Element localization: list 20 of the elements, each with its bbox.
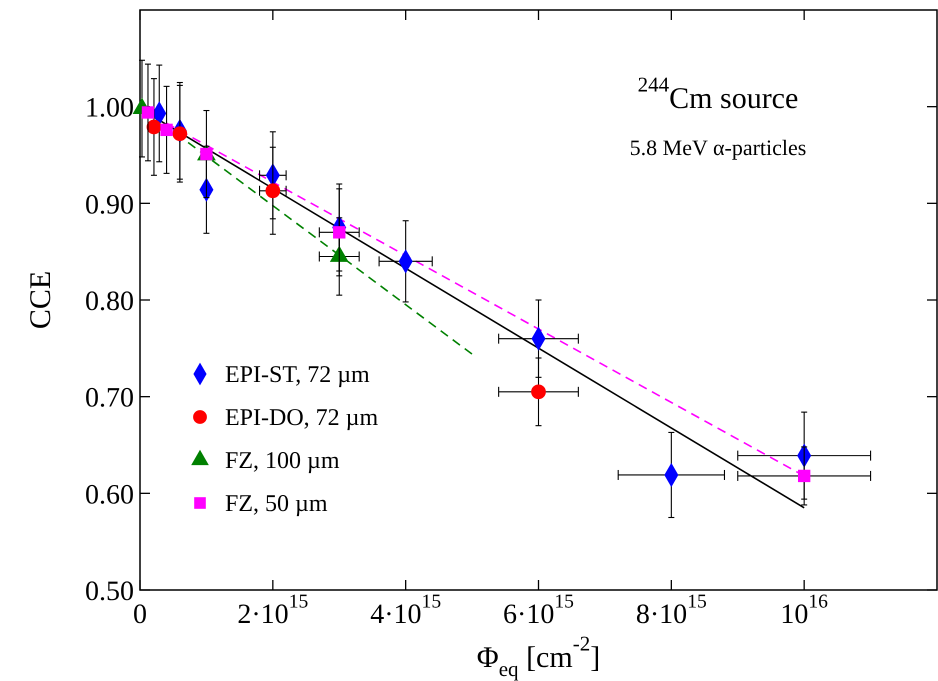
- annotation: $^{244}$Cm source: [638, 72, 798, 115]
- y-tick-label: 0.60: [85, 479, 134, 510]
- x-tick-label: 8·10$^{15}$: [636, 592, 707, 630]
- x-tick-label: 2·10$^{15}$: [237, 592, 308, 630]
- legend-label: FZ, 50 µm: [225, 491, 328, 517]
- x-tick-label: 10$^{16}$: [780, 592, 828, 630]
- x-tick-label: 6·10$^{15}$: [503, 592, 574, 630]
- x-tick-label: 0: [133, 599, 147, 630]
- y-tick-label: 0.90: [85, 189, 134, 220]
- y-tick-label: 0.70: [85, 382, 134, 414]
- x-tick-label: 4·10$^{15}$: [370, 592, 442, 630]
- y-tick-label: 0.50: [85, 576, 134, 607]
- y-axis-title: CCE: [24, 270, 57, 330]
- annotation: 5.8 MeV α-particles: [630, 135, 806, 160]
- x-axis-title: Φ$_{eq}$ [cm$^{-2}$]: [476, 631, 600, 681]
- y-tick-label: 1.00: [85, 92, 134, 124]
- legend-label: FZ, 100 µm: [225, 448, 340, 474]
- legend-label: EPI-ST, 72 µm: [225, 362, 370, 388]
- y-tick-label: 0.80: [85, 286, 134, 317]
- legend-label: EPI-DO, 72 µm: [225, 405, 378, 431]
